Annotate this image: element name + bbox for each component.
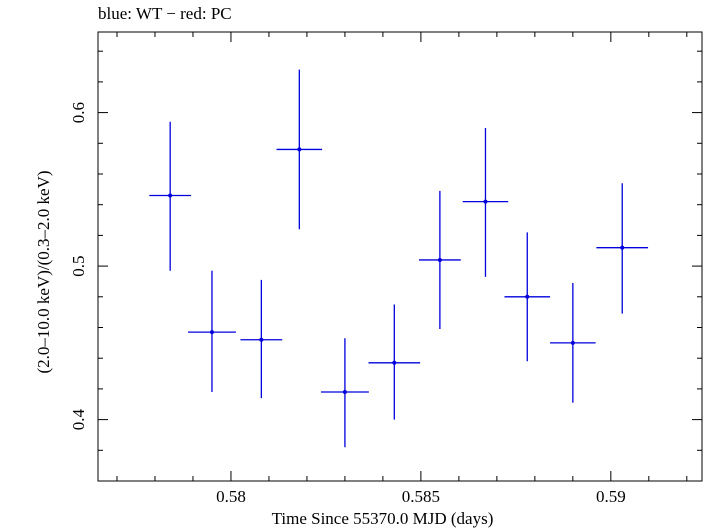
data-point [570, 340, 575, 345]
tick-labels: 0.58 0.585 0.59 0.4 0.5 0.6 [69, 102, 626, 506]
data-point [392, 360, 397, 365]
y-tick-label: 0.4 [69, 408, 88, 430]
data-marks [149, 69, 649, 448]
plot-frame [97, 31, 703, 482]
data-point [620, 245, 625, 250]
x-tick-label: 0.58 [216, 487, 246, 506]
y-axis-label: (2.0–10.0 keV)/(0.3–2.0 keV) [34, 170, 53, 374]
x-axis-label: Time Since 55370.0 MJD (days) [271, 509, 494, 528]
data-point [483, 199, 488, 204]
data-point [342, 389, 347, 394]
data-point [297, 147, 302, 152]
x-tick-label: 0.585 [402, 487, 440, 506]
data-point [525, 294, 530, 299]
chart-title: blue: WT − red: PC [98, 4, 232, 23]
data-point [259, 337, 264, 342]
axis-ticks [98, 32, 702, 482]
y-tick-label: 0.6 [69, 102, 88, 123]
data-point [168, 193, 173, 198]
x-tick-label: 0.59 [596, 487, 626, 506]
data-point [209, 330, 214, 335]
y-tick-label: 0.5 [69, 255, 88, 276]
data-point [437, 257, 442, 262]
